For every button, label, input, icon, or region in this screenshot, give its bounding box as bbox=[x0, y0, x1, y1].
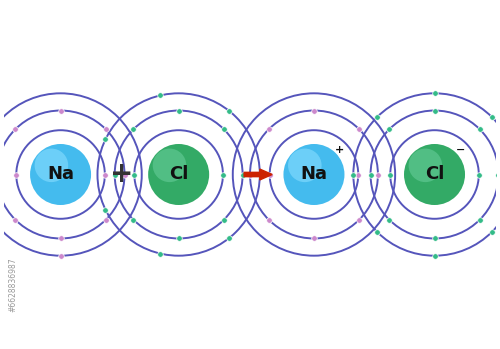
Text: Cl: Cl bbox=[425, 165, 444, 184]
Text: Na: Na bbox=[300, 165, 328, 184]
Text: Na: Na bbox=[47, 165, 74, 184]
FancyArrow shape bbox=[244, 169, 272, 180]
Circle shape bbox=[288, 149, 322, 182]
Circle shape bbox=[404, 144, 465, 205]
Text: #6628836987: #6628836987 bbox=[8, 257, 17, 312]
Circle shape bbox=[408, 149, 442, 182]
Text: +: + bbox=[110, 161, 134, 188]
Circle shape bbox=[152, 149, 186, 182]
Circle shape bbox=[34, 149, 68, 182]
Circle shape bbox=[30, 144, 91, 205]
Text: +: + bbox=[336, 145, 344, 155]
Circle shape bbox=[284, 144, 344, 205]
Text: −: − bbox=[456, 145, 465, 155]
Text: Cl: Cl bbox=[169, 165, 188, 184]
Circle shape bbox=[148, 144, 209, 205]
